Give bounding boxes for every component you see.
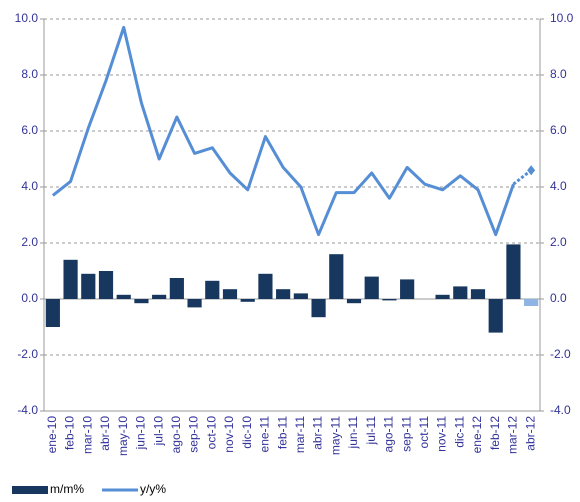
x-tick-label: nov-10 bbox=[222, 416, 236, 453]
y2-tick-label: -2.0 bbox=[550, 347, 571, 361]
bar bbox=[63, 259, 78, 299]
line-dashed bbox=[512, 169, 533, 186]
bar bbox=[400, 279, 415, 299]
bar bbox=[346, 299, 362, 304]
y-tick-label: -4.0 bbox=[17, 403, 38, 417]
y-tick-label: 4.0 bbox=[21, 179, 38, 193]
y-tick-label: 6.0 bbox=[21, 123, 38, 137]
legend-label: m/m% bbox=[50, 482, 84, 496]
y2-tick-label: 10.0 bbox=[550, 11, 574, 25]
y2-tick-label: 2.0 bbox=[550, 235, 567, 249]
bar bbox=[470, 289, 486, 299]
y2-tick-label: 6.0 bbox=[550, 123, 567, 137]
x-tick-label: ene-12 bbox=[470, 416, 484, 454]
x-tick-label: feb-10 bbox=[63, 416, 77, 450]
bar bbox=[293, 293, 308, 299]
y-tick-label: 0.0 bbox=[21, 291, 38, 305]
x-tick-label: may-10 bbox=[116, 416, 130, 456]
bar bbox=[116, 294, 131, 299]
line bbox=[51, 25, 515, 237]
bar bbox=[222, 289, 238, 299]
y-tick-label: 2.0 bbox=[21, 235, 38, 249]
bar bbox=[435, 294, 450, 299]
legend-swatch bbox=[12, 486, 48, 494]
y-tick-label: 8.0 bbox=[21, 67, 38, 81]
y-tick-label: -2.0 bbox=[17, 347, 38, 361]
x-tick-label: mar-12 bbox=[506, 416, 520, 454]
line-marker bbox=[527, 165, 536, 176]
bar bbox=[152, 294, 167, 299]
y2-tick-label: -4.0 bbox=[550, 403, 571, 417]
y2-tick-label: 8.0 bbox=[550, 67, 567, 81]
y-tick-label: 10.0 bbox=[15, 11, 39, 25]
x-tick-label: nov-11 bbox=[435, 416, 449, 452]
bar bbox=[311, 299, 326, 318]
bar bbox=[329, 254, 344, 299]
bar bbox=[276, 289, 291, 299]
x-tick-label: feb-11 bbox=[275, 416, 289, 449]
x-tick-label: sep-11 bbox=[399, 416, 413, 452]
bar bbox=[134, 299, 149, 304]
bar bbox=[205, 280, 220, 299]
bar bbox=[364, 276, 379, 299]
x-tick-label: ene-11 bbox=[258, 416, 272, 453]
bar bbox=[488, 299, 503, 333]
x-tick-label: abr-10 bbox=[98, 416, 112, 451]
bar bbox=[187, 299, 202, 308]
bar bbox=[453, 286, 468, 299]
x-tick-label: jun-10 bbox=[134, 416, 148, 451]
x-tick-label: dic-10 bbox=[240, 416, 254, 449]
x-tick-label: mar-11 bbox=[293, 416, 307, 453]
bar bbox=[240, 299, 255, 302]
x-tick-label: jul-10 bbox=[151, 416, 165, 447]
bar bbox=[506, 244, 521, 299]
bar bbox=[382, 299, 397, 301]
x-tick-label: abr-11 bbox=[311, 416, 325, 450]
x-tick-label: ago-11 bbox=[382, 416, 396, 453]
bar bbox=[258, 273, 273, 299]
x-tick-label: ene-10 bbox=[45, 416, 59, 454]
x-tick-label: jun-11 bbox=[346, 416, 360, 450]
y2-tick-label: 4.0 bbox=[550, 179, 567, 193]
y2-tick-label: 0.0 bbox=[550, 291, 567, 305]
x-tick-label: mar-10 bbox=[80, 416, 94, 454]
x-tick-label: may-11 bbox=[328, 416, 342, 455]
bar bbox=[98, 271, 114, 299]
x-tick-label: abr-12 bbox=[523, 416, 537, 451]
bar bbox=[169, 278, 184, 299]
bar bbox=[45, 299, 60, 327]
x-tick-label: ago-10 bbox=[169, 416, 183, 454]
x-tick-label: jul-11 bbox=[364, 416, 378, 446]
bar bbox=[81, 273, 96, 299]
x-tick-label: sep-10 bbox=[187, 416, 201, 453]
x-tick-label: oct-10 bbox=[204, 416, 218, 450]
x-tick-label: oct-11 bbox=[417, 416, 431, 449]
x-tick-label: feb-12 bbox=[488, 416, 502, 450]
bar bbox=[524, 299, 539, 306]
legend-label: y/y% bbox=[140, 482, 166, 496]
x-tick-label: dic-11 bbox=[452, 416, 466, 448]
